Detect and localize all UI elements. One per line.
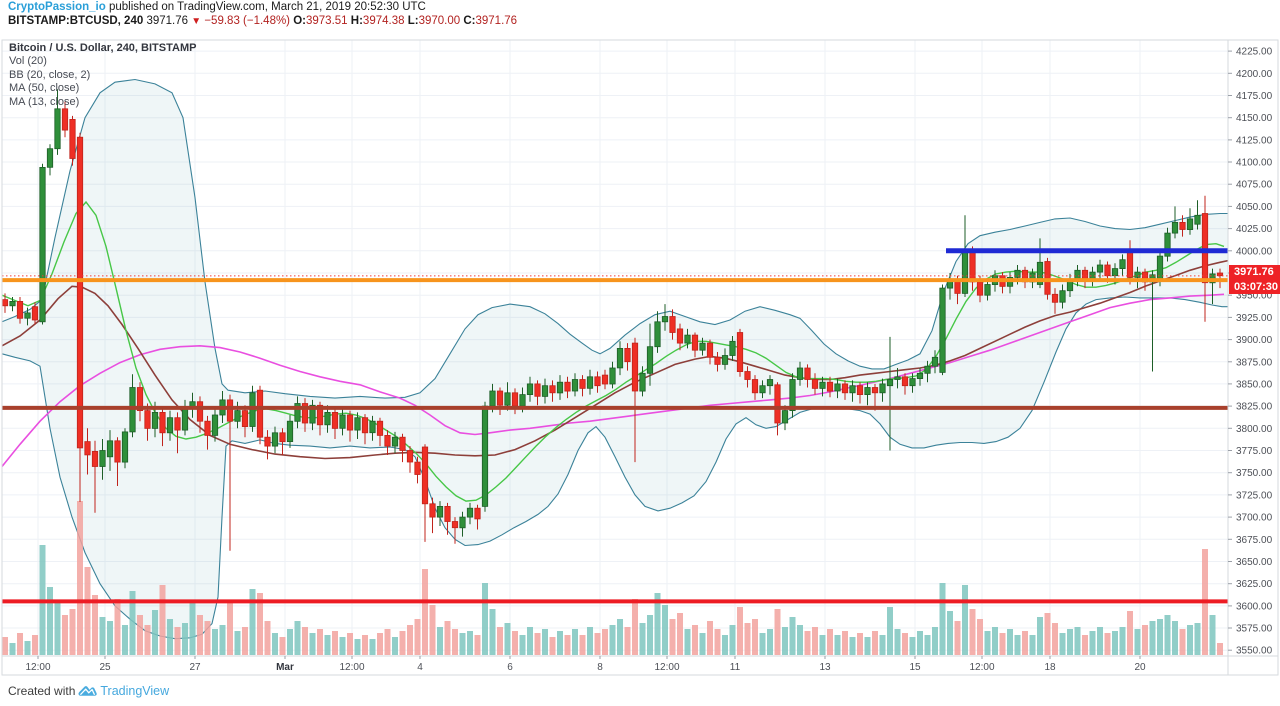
svg-text:4100.00: 4100.00 [1236, 158, 1273, 169]
legend-ma13[interactable]: MA (13, close) [9, 95, 80, 108]
legend-volume[interactable]: Vol (20) [9, 55, 47, 68]
low-value: 3970.00 [418, 15, 461, 27]
legend-ma50[interactable]: MA (50, close) [9, 82, 80, 95]
svg-text:12:00: 12:00 [654, 662, 679, 673]
svg-text:Mar: Mar [276, 662, 294, 673]
created-with-text: Created with [8, 684, 76, 698]
svg-text:6: 6 [507, 662, 513, 673]
svg-text:27: 27 [189, 662, 201, 673]
svg-text:13: 13 [819, 662, 831, 673]
svg-text:3925.00: 3925.00 [1236, 313, 1273, 324]
down-triangle-icon: ▼ [191, 16, 202, 27]
svg-text:4050.00: 4050.00 [1236, 202, 1273, 213]
svg-text:4075.00: 4075.00 [1236, 180, 1273, 191]
svg-text:3725.00: 3725.00 [1236, 490, 1273, 501]
svg-text:3675.00: 3675.00 [1236, 535, 1273, 546]
svg-text:3875.00: 3875.00 [1236, 357, 1273, 368]
svg-text:20: 20 [1134, 662, 1146, 673]
svg-text:4225.00: 4225.00 [1236, 47, 1273, 58]
high-value: 3974.38 [362, 15, 405, 27]
open-label: O: [293, 15, 306, 27]
svg-text:12:00: 12:00 [969, 662, 994, 673]
svg-text:3575.00: 3575.00 [1236, 624, 1273, 635]
tradingview-brand-link[interactable]: TradingView [100, 684, 170, 698]
close-label: C: [463, 15, 476, 27]
publish-header: CryptoPassion_io published on TradingVie… [8, 1, 426, 13]
open-value: 3973.51 [306, 15, 348, 27]
drawn-level-lines[interactable] [2, 248, 1228, 604]
svg-text:3625.00: 3625.00 [1236, 579, 1273, 590]
change-value: −59.83 (−1.48%) [204, 15, 291, 27]
high-label: H: [350, 15, 363, 27]
svg-text:12:00: 12:00 [339, 662, 364, 673]
svg-text:4200.00: 4200.00 [1236, 69, 1273, 80]
bar-countdown-label: 03:07:30 [1229, 280, 1280, 294]
candlestick-series[interactable] [1, 89, 1224, 551]
svg-text:12:00: 12:00 [25, 662, 50, 673]
svg-text:3850.00: 3850.00 [1236, 379, 1273, 390]
bollinger-bands [1, 78, 1228, 640]
svg-text:4175.00: 4175.00 [1236, 91, 1273, 102]
chart-frame [1, 39, 1279, 676]
last-price: 3971.76 [146, 15, 189, 27]
footer-bar: Created with TradingView [0, 679, 1280, 706]
svg-text:3600.00: 3600.00 [1236, 601, 1273, 612]
legend-bollinger[interactable]: BB (20, close, 2) [9, 68, 91, 81]
svg-text:4150.00: 4150.00 [1236, 113, 1273, 124]
svg-text:15: 15 [909, 662, 921, 673]
svg-text:25: 25 [99, 662, 111, 673]
publish-text: published on TradingView.com, March 21, … [105, 1, 426, 13]
indicator-legend: Bitcoin / U.S. Dollar, 240, BITSTAMP Vol… [9, 42, 196, 109]
price-axis[interactable]: 4225.00 4200.00 4175.00 4150.00 4125.00 4100.… [1228, 47, 1273, 657]
svg-text:4000.00: 4000.00 [1236, 246, 1273, 257]
volume-bars [2, 501, 1223, 655]
svg-text:3900.00: 3900.00 [1236, 335, 1273, 346]
time-axis[interactable]: 12:00 25 27 Mar 12:00 4 6 8 12:00 11 13 15 12:00 18 20 [25, 656, 1146, 673]
svg-text:8: 8 [597, 662, 603, 673]
svg-text:4: 4 [417, 662, 423, 673]
author-link[interactable]: CryptoPassion_io [8, 1, 106, 13]
svg-text:11: 11 [730, 662, 741, 673]
symbol-header: BITSTAMP:BTCUSD, 240 3971.76 ▼ −59.83 (−… [8, 15, 517, 27]
svg-text:3775.00: 3775.00 [1236, 446, 1273, 457]
svg-text:4025.00: 4025.00 [1236, 224, 1273, 235]
tradingview-logo-icon [78, 686, 98, 696]
svg-text:3750.00: 3750.00 [1236, 468, 1273, 479]
legend-symbol-title[interactable]: Bitcoin / U.S. Dollar, 240, BITSTAMP [9, 42, 197, 54]
current-price-label: 3971.76 [1229, 265, 1280, 280]
svg-text:3800.00: 3800.00 [1236, 424, 1273, 435]
svg-text:3550.00: 3550.00 [1236, 646, 1273, 657]
svg-text:18: 18 [1044, 662, 1056, 673]
svg-text:3700.00: 3700.00 [1236, 513, 1273, 524]
svg-text:3825.00: 3825.00 [1236, 402, 1273, 413]
low-label: L: [407, 15, 419, 27]
close-value: 3971.76 [475, 15, 518, 27]
svg-text:3650.00: 3650.00 [1236, 557, 1273, 568]
svg-text:3950.00: 3950.00 [1236, 291, 1273, 302]
symbol-name: BITSTAMP:BTCUSD, 240 [8, 15, 144, 27]
svg-text:4125.00: 4125.00 [1236, 135, 1273, 146]
